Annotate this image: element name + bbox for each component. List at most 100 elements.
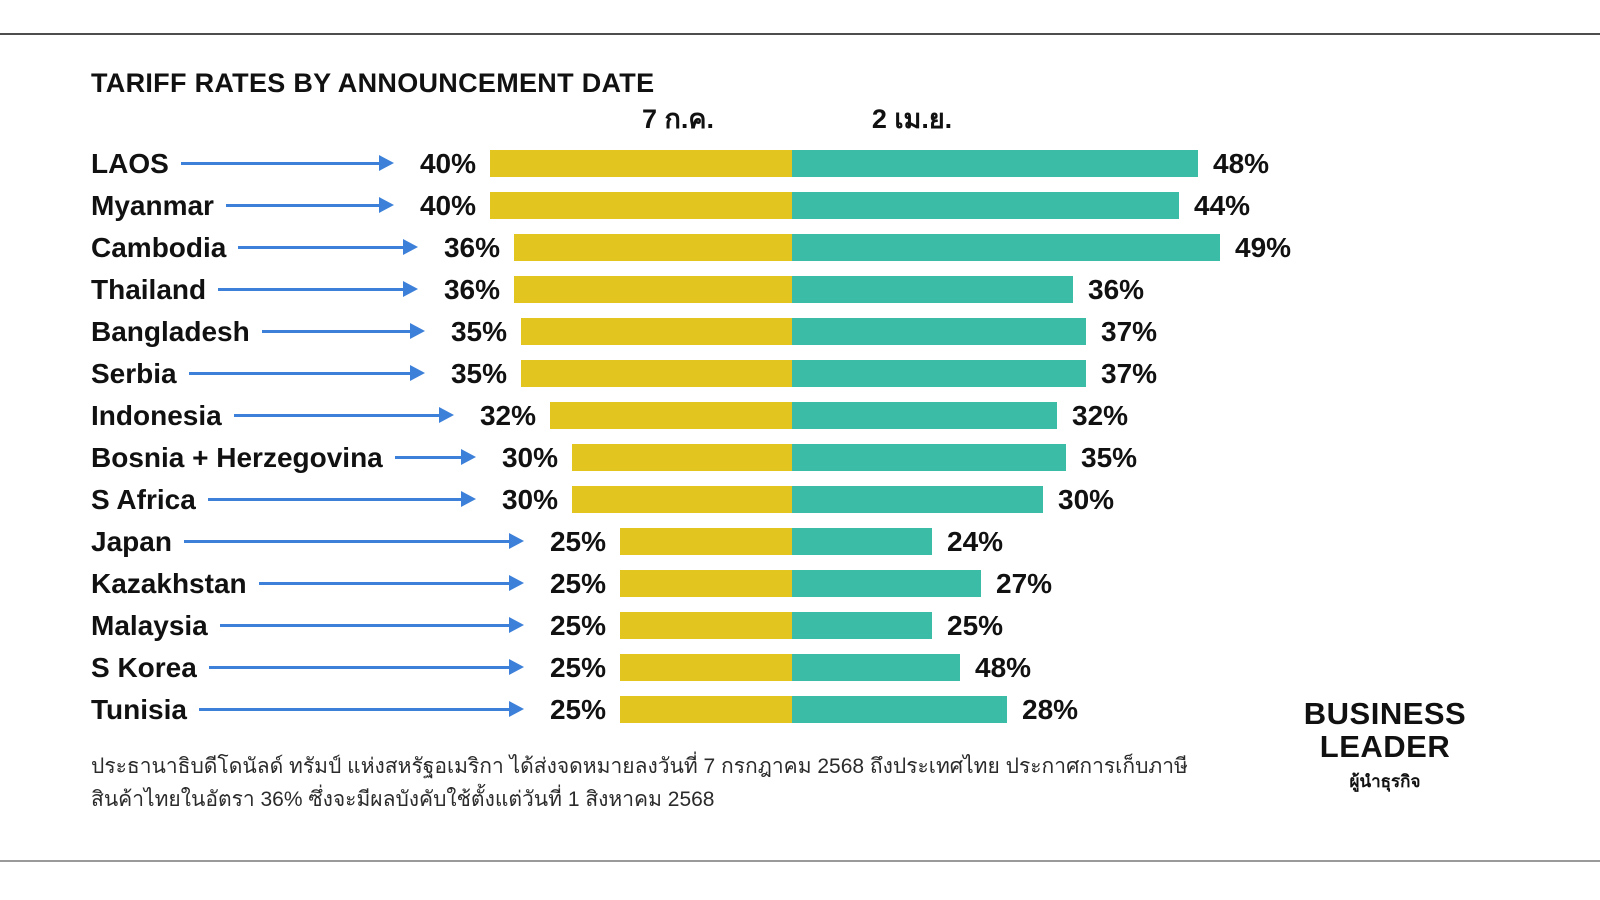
- april2-bar: [792, 486, 1043, 513]
- pointer-arrow-icon: [207, 486, 476, 513]
- chart-row: Bangladesh 35% 37%: [0, 316, 1600, 347]
- april2-bar: [792, 654, 960, 681]
- country-label: Serbia: [91, 358, 177, 389]
- row-left-half: LAOS 40%: [91, 148, 792, 179]
- row-left-half: Tunisia 25%: [91, 696, 792, 724]
- arrow-line: [394, 456, 466, 459]
- row-left-half: Myanmar 40%: [91, 190, 792, 221]
- row-left-half: Bangladesh 35%: [91, 316, 792, 347]
- april2-bar: [792, 276, 1073, 303]
- july7-bar: [521, 318, 792, 345]
- row-right-half: 35%: [792, 442, 1138, 473]
- row-left-half: S Korea 25%: [91, 654, 792, 682]
- arrow-line: [225, 204, 384, 207]
- april2-bar: [792, 402, 1057, 429]
- april2-bar: [792, 192, 1179, 219]
- row-left-half: Serbia 35%: [91, 358, 792, 389]
- arrow-head: [402, 281, 418, 297]
- july7-bar: [490, 150, 792, 177]
- july7-bar: [620, 612, 792, 639]
- left-value-label: 40%: [419, 190, 476, 221]
- right-value-label: 48%: [975, 652, 1032, 683]
- footnote-text: ประธานาธิบดีโดนัลด์ ทรัมป์ แห่งสหรัฐอเมร…: [91, 750, 1188, 816]
- row-right-half: 25%: [792, 610, 1004, 641]
- april2-bar: [792, 360, 1086, 387]
- right-value-label: 28%: [1022, 694, 1079, 725]
- pointer-arrow-icon: [238, 234, 418, 261]
- july7-bar: [490, 192, 792, 219]
- row-right-half: 36%: [792, 276, 1144, 304]
- arrow-line: [207, 498, 466, 501]
- chart-row: Kazakhstan 25% 27%: [0, 568, 1600, 599]
- row-right-half: 37%: [792, 358, 1158, 389]
- row-left-half: Malaysia 25%: [91, 610, 792, 641]
- logo-thai-subtitle: ผู้นำธุรกิจ: [1349, 772, 1421, 791]
- pointer-arrow-icon: [261, 318, 425, 345]
- arrow-line: [198, 708, 514, 711]
- right-value-label: 49%: [1235, 232, 1292, 263]
- left-value-label: 35%: [450, 358, 507, 389]
- arrow-head: [378, 155, 394, 171]
- column-header-april2: 2 เม.ย.: [871, 104, 953, 134]
- logo-word-business: BUSINESS: [1303, 696, 1467, 731]
- country-label: Bangladesh: [91, 316, 250, 347]
- country-label: Myanmar: [91, 190, 214, 221]
- pointer-arrow-icon: [180, 150, 394, 177]
- pointer-arrow-icon: [218, 276, 418, 303]
- chart-row: Myanmar 40% 44%: [0, 190, 1600, 221]
- row-left-half: Thailand 36%: [91, 276, 792, 304]
- april2-bar: [792, 318, 1086, 345]
- right-value-label: 30%: [1058, 484, 1115, 515]
- april2-bar: [792, 570, 981, 597]
- right-value-label: 35%: [1081, 442, 1138, 473]
- chart-row: Tunisia 25% 28%: [0, 694, 1600, 725]
- left-value-label: 40%: [419, 148, 476, 179]
- country-label: Cambodia: [91, 232, 227, 263]
- row-right-half: 30%: [792, 484, 1115, 515]
- arrow-head: [460, 449, 476, 465]
- april2-bar: [792, 696, 1007, 723]
- right-value-label: 32%: [1072, 400, 1129, 431]
- right-value-label: 37%: [1101, 316, 1158, 347]
- july7-bar: [620, 696, 792, 723]
- left-value-label: 30%: [501, 442, 558, 473]
- arrow-head: [508, 659, 524, 675]
- right-value-label: 24%: [947, 526, 1004, 557]
- left-value-label: 25%: [549, 610, 606, 641]
- right-value-label: 37%: [1101, 358, 1158, 389]
- april2-bar: [792, 150, 1198, 177]
- right-value-label: 27%: [996, 568, 1053, 599]
- arrow-line: [208, 666, 514, 669]
- arrow-head: [508, 617, 524, 633]
- row-right-half: 27%: [792, 568, 1053, 599]
- arrow-line: [258, 582, 514, 585]
- row-left-half: Kazakhstan 25%: [91, 570, 792, 598]
- pointer-arrow-icon: [183, 528, 524, 555]
- chart-row: LAOS 40% 48%: [0, 148, 1600, 179]
- pointer-arrow-icon: [219, 612, 524, 639]
- left-value-label: 25%: [549, 526, 606, 557]
- bottom-divider-line: [0, 860, 1600, 862]
- july7-bar: [572, 444, 792, 471]
- left-value-label: 35%: [450, 316, 507, 347]
- chart-row: Cambodia 36% 49%: [0, 232, 1600, 263]
- country-label: Bosnia + Herzegovina: [91, 442, 383, 473]
- pointer-arrow-icon: [394, 444, 476, 471]
- row-right-half: 32%: [792, 400, 1129, 431]
- row-right-half: 37%: [792, 316, 1158, 347]
- arrow-line: [188, 372, 415, 375]
- pointer-arrow-icon: [225, 192, 394, 219]
- arrow-head: [378, 197, 394, 213]
- country-label: S Africa: [91, 484, 196, 515]
- chart-row: S Africa 30% 30%: [0, 484, 1600, 515]
- column-header-july7: 7 ก.ค.: [642, 104, 714, 134]
- country-label: LAOS: [91, 148, 169, 179]
- top-divider-line: [0, 33, 1600, 35]
- arrow-line: [180, 162, 384, 165]
- chart-row: S Korea 25% 48%: [0, 652, 1600, 683]
- right-value-label: 25%: [947, 610, 1004, 641]
- july7-bar: [514, 276, 792, 303]
- july7-bar: [620, 528, 792, 555]
